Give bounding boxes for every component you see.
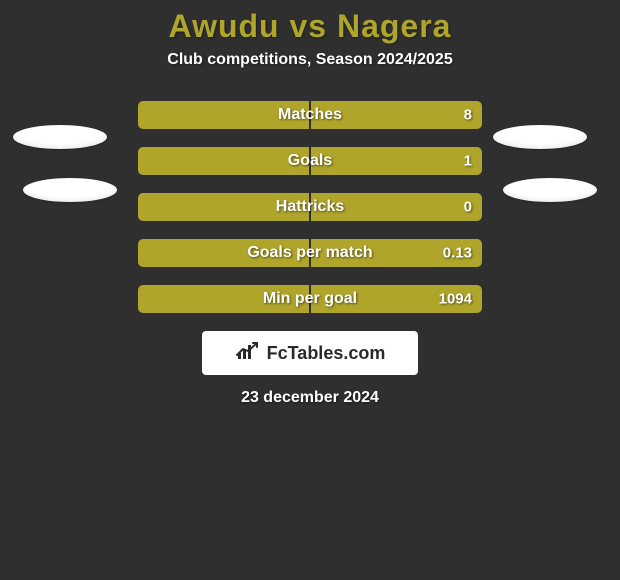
stats-container: Matches 8 Goals 1 Hattricks 0 Goals per match 0… bbox=[0, 101, 620, 313]
stat-row: Goals 1 bbox=[138, 147, 482, 175]
stat-label: Goals per match bbox=[247, 244, 372, 262]
stat-label: Hattricks bbox=[276, 198, 344, 216]
stat-label: Matches bbox=[278, 106, 342, 124]
page-title: Awudu vs Nagera bbox=[0, 0, 620, 45]
stat-row: Matches 8 bbox=[138, 101, 482, 129]
stat-label: Min per goal bbox=[263, 290, 357, 308]
chart-icon bbox=[235, 341, 261, 366]
stat-value: 0 bbox=[464, 199, 472, 216]
stat-value: 0.13 bbox=[443, 245, 472, 262]
footer-date: 23 december 2024 bbox=[0, 389, 620, 407]
stat-value: 1 bbox=[464, 153, 472, 170]
source-badge-text: FcTables.com bbox=[267, 343, 386, 364]
stat-value: 1094 bbox=[439, 291, 472, 308]
stat-row: Goals per match 0.13 bbox=[138, 239, 482, 267]
stat-row: Min per goal 1094 bbox=[138, 285, 482, 313]
stat-row: Hattricks 0 bbox=[138, 193, 482, 221]
stat-value: 8 bbox=[464, 107, 472, 124]
page-subtitle: Club competitions, Season 2024/2025 bbox=[0, 51, 620, 69]
stat-label: Goals bbox=[288, 152, 332, 170]
source-badge: FcTables.com bbox=[202, 331, 418, 375]
